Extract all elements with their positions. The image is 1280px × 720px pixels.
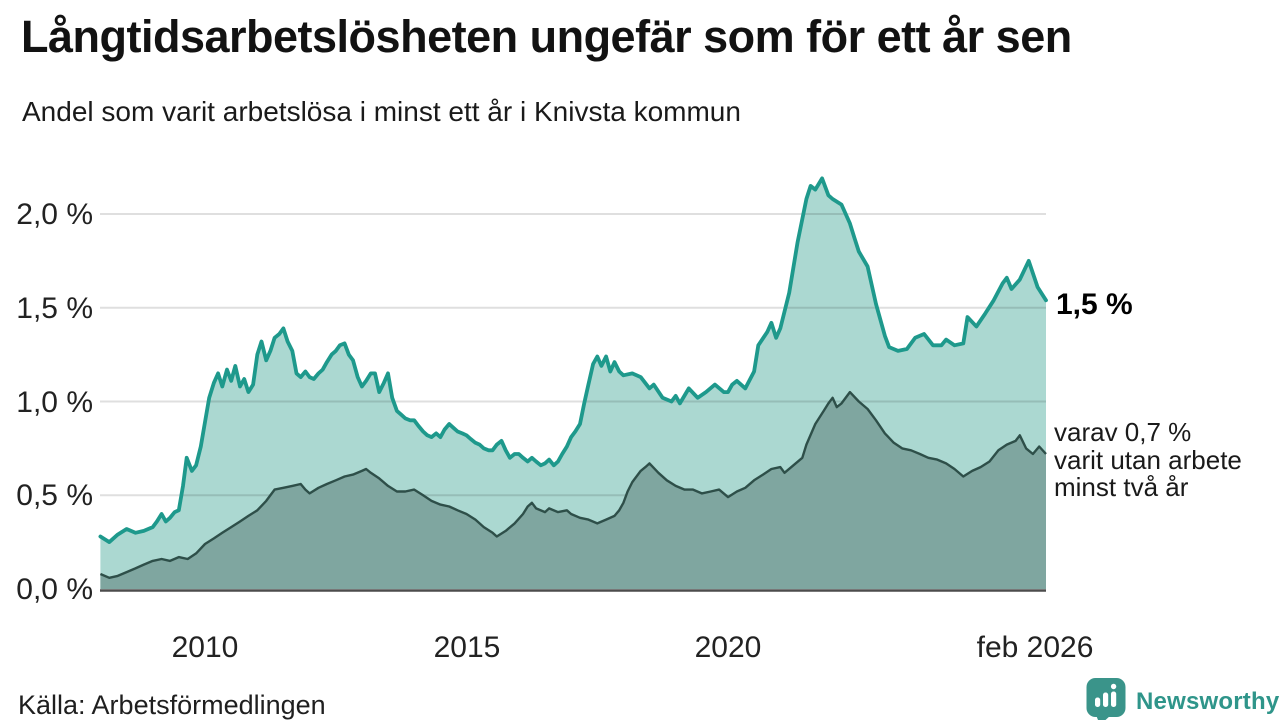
- series1-end-value-label: 1,5 %: [1056, 288, 1133, 321]
- y-tick-label: 0,5 %: [16, 479, 93, 512]
- newsworthy-wordmark: Newsworthy: [1136, 688, 1280, 715]
- source-credit: Källa: Arbetsförmedlingen: [18, 690, 326, 720]
- series2-end-value-label: varav 0,7 % varit utan arbete minst två …: [1054, 417, 1242, 502]
- x-tick-label: 2010: [171, 631, 239, 664]
- series2-area-fill: [100, 392, 1046, 589]
- series1-line: [98, 176, 1048, 544]
- newsworthy-logo[interactable]: Newsworthy: [1086, 677, 1279, 720]
- x-tick-label: 2015: [433, 631, 501, 664]
- y-tick-label: 1,5 %: [16, 292, 93, 325]
- y-tick-label: 1,0 %: [16, 386, 93, 419]
- page-subtitle: Andel som varit arbetslösa i minst ett å…: [22, 96, 741, 127]
- y-tick-label: 0,0 %: [16, 573, 93, 606]
- x-tick-label: feb 2026: [976, 631, 1094, 664]
- series2-line: [99, 390, 1047, 579]
- series2-label-line2: varit utan arbete: [1054, 444, 1242, 475]
- y-tick-label: 2,0 %: [16, 198, 93, 231]
- series2-label-line3: minst två år: [1054, 472, 1189, 502]
- series2-label-line1: varav 0,7 %: [1054, 417, 1192, 447]
- x-tick-label: 2020: [694, 631, 762, 664]
- page-title: Långtidsarbetslösheten ungefär som för e…: [21, 11, 1072, 62]
- newsworthy-bars-icon: [1086, 678, 1126, 720]
